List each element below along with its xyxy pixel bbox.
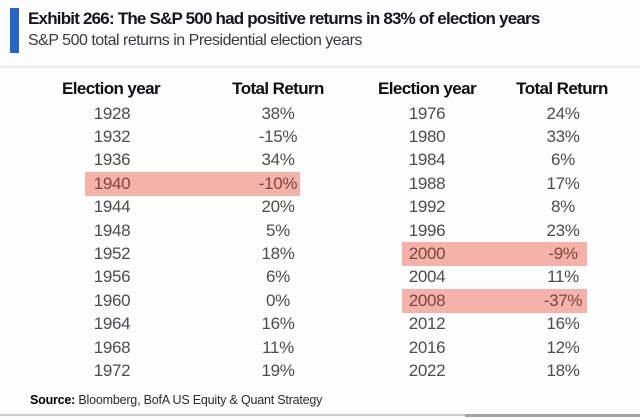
column-header-total-return: Total Return — [516, 79, 608, 98]
exhibit-subtitle: S&P 500 total returns in Presidential el… — [28, 32, 362, 49]
election-year-value: 2000 — [408, 244, 446, 264]
election-year-value: 1996 — [408, 220, 446, 240]
total-return-value: -15% — [258, 127, 298, 147]
election-year-value: 1960 — [93, 290, 131, 310]
election-year-value: 1940 — [93, 173, 131, 193]
total-return-value: 24% — [546, 103, 580, 123]
total-return-value: -9% — [548, 244, 578, 264]
table-row-1992: 1992 8% — [402, 196, 587, 219]
header-divider — [0, 66, 640, 68]
source-line: Source: Bloomberg, BofA US Equity & Quan… — [30, 393, 322, 407]
total-return-value: 6% — [551, 150, 575, 170]
table-row-2016: 2016 12% — [402, 336, 587, 359]
election-year-value: 2022 — [408, 360, 446, 380]
total-return-value: -10% — [258, 173, 298, 193]
bottom-divider — [0, 414, 640, 416]
total-return-value: 0% — [266, 290, 290, 310]
total-return-value: -37% — [543, 290, 583, 310]
election-year-value: 1948 — [93, 220, 131, 240]
election-year-value: 1944 — [93, 197, 131, 217]
table-row-1952: 1952 18% — [85, 242, 300, 265]
total-return-value: 33% — [546, 127, 580, 147]
total-return-value: 16% — [261, 314, 295, 334]
total-return-value: 12% — [546, 337, 580, 357]
election-year-value: 2008 — [408, 290, 446, 310]
table-row-2008-highlighted: 2008 -37% — [402, 289, 587, 313]
election-year-value: 1992 — [408, 197, 446, 217]
election-year-value: 2016 — [408, 337, 446, 357]
election-year-value: 1932 — [93, 127, 131, 147]
table-row-2004: 2004 11% — [402, 266, 587, 289]
election-year-value: 2012 — [408, 314, 446, 334]
table-row-1956: 1956 6% — [85, 266, 300, 289]
table-row-2012: 2012 16% — [402, 313, 587, 336]
source-label: Source: — [30, 393, 76, 407]
table-row-1936: 1936 34% — [85, 149, 300, 172]
total-return-value: 38% — [261, 103, 295, 123]
column-header-election-year: Election year — [61, 79, 161, 98]
table-header-row: Election year Total Return — [378, 76, 608, 102]
exhibit-header: Exhibit 266: The S&P 500 had positive re… — [28, 8, 634, 51]
total-return-value: 8% — [551, 197, 575, 217]
election-year-value: 1968 — [93, 337, 131, 357]
table-row-1960: 1960 0% — [85, 289, 300, 312]
total-return-value: 11% — [547, 267, 579, 287]
table-row-1928: 1928 38% — [85, 102, 300, 125]
bottom-divider-dark-segment — [465, 414, 640, 417]
election-year-value: 1936 — [93, 150, 131, 170]
column-header-election-year: Election year — [377, 79, 477, 98]
total-return-value: 6% — [266, 267, 290, 287]
election-year-value: 1956 — [93, 267, 131, 287]
table-row-1964: 1964 16% — [85, 313, 300, 336]
table-row-2022: 2022 18% — [402, 359, 587, 382]
election-year-value: 2004 — [408, 267, 446, 287]
election-year-value: 1976 — [408, 103, 446, 123]
election-year-value: 1964 — [93, 314, 131, 334]
total-return-value: 34% — [261, 150, 295, 170]
title-accent-bar — [10, 8, 19, 53]
table-row-1944: 1944 20% — [85, 196, 300, 219]
table-row-1980: 1980 33% — [402, 125, 587, 148]
table-row-1940-highlighted: 1940 -10% — [85, 172, 300, 196]
table-header-row: Election year Total Return — [62, 76, 324, 102]
table-row-1988: 1988 17% — [402, 172, 587, 195]
source-text: Bloomberg, BofA US Equity & Quant Strate… — [75, 393, 323, 407]
total-return-value: 20% — [261, 197, 295, 217]
total-return-value: 16% — [546, 314, 580, 334]
total-return-value: 18% — [546, 360, 580, 380]
election-table-right: Election year Total Return 1976 24% 1980… — [378, 76, 608, 383]
table-row-1948: 1948 5% — [85, 219, 300, 242]
table-row-2000-highlighted: 2000 -9% — [402, 242, 587, 266]
table-row-1976: 1976 24% — [402, 102, 587, 125]
election-year-value: 1972 — [93, 360, 131, 380]
column-header-total-return: Total Return — [232, 79, 324, 98]
total-return-value: 11% — [262, 337, 294, 357]
election-year-value: 1984 — [408, 150, 446, 170]
election-year-value: 1928 — [93, 103, 131, 123]
table-row-1984: 1984 6% — [402, 149, 587, 172]
table-row-1972: 1972 19% — [85, 359, 300, 382]
table-row-1996: 1996 23% — [402, 219, 587, 242]
table-row-1968: 1968 11% — [85, 336, 300, 359]
election-year-value: 1952 — [93, 244, 131, 264]
total-return-value: 18% — [261, 244, 295, 264]
exhibit-title: Exhibit 266: The S&P 500 had positive re… — [28, 9, 540, 28]
election-year-value: 1980 — [408, 127, 446, 147]
table-row-1932: 1932 -15% — [85, 125, 300, 148]
election-year-value: 1988 — [408, 173, 446, 193]
total-return-value: 5% — [266, 220, 290, 240]
total-return-value: 23% — [546, 220, 580, 240]
total-return-value: 19% — [261, 360, 295, 380]
total-return-value: 17% — [546, 173, 580, 193]
election-table-left: Election year Total Return 1928 38% 1932… — [62, 76, 324, 383]
